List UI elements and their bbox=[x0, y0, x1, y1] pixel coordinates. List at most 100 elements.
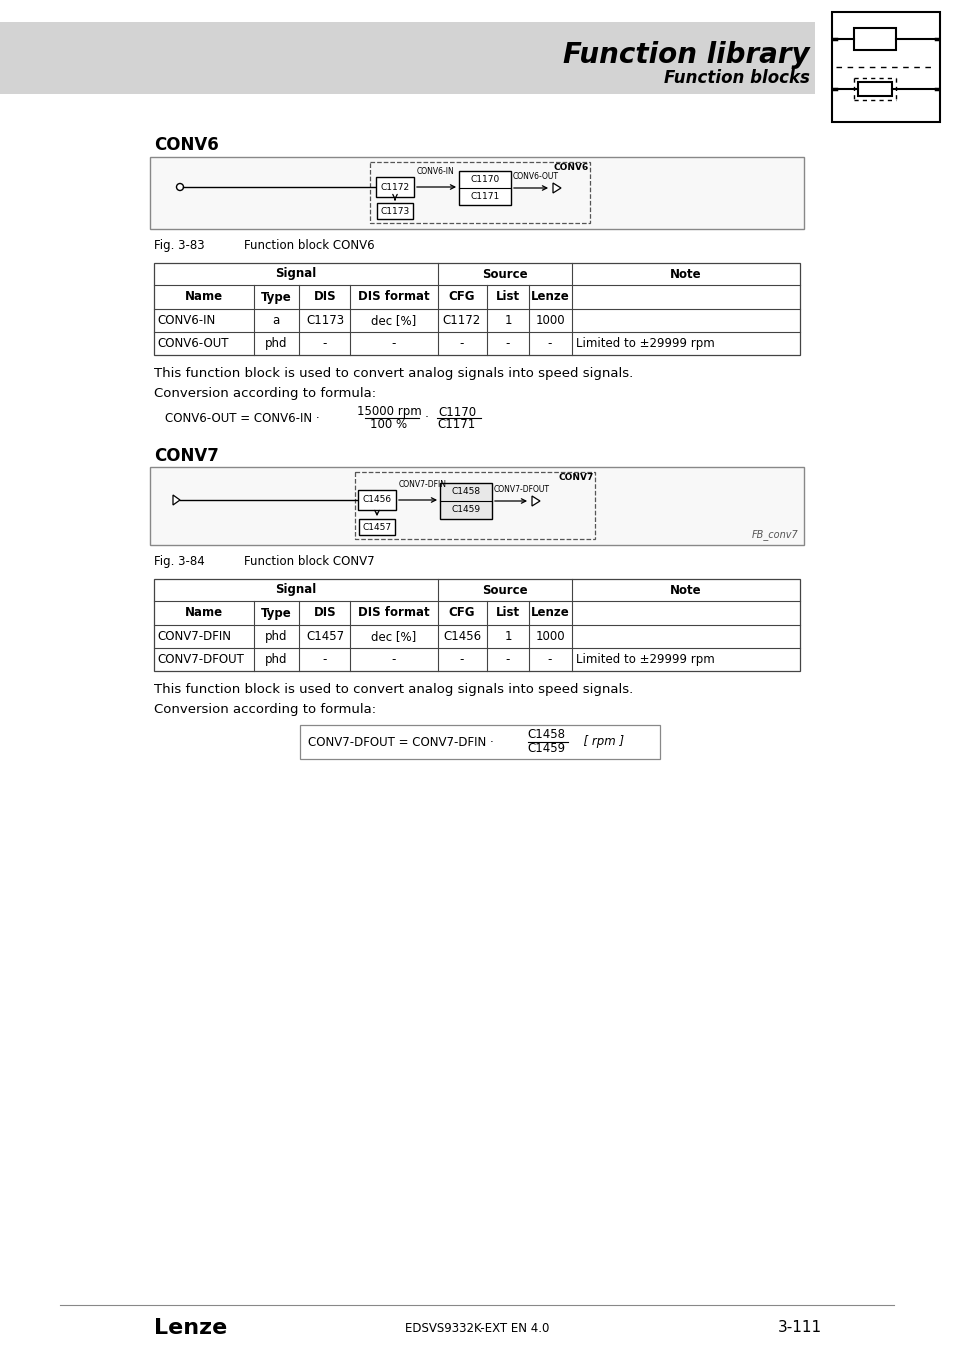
Text: 1: 1 bbox=[504, 315, 511, 327]
Text: Signal: Signal bbox=[275, 267, 316, 281]
Text: EDSVS9332K-EXT EN 4.0: EDSVS9332K-EXT EN 4.0 bbox=[404, 1322, 549, 1335]
Text: Note: Note bbox=[670, 267, 701, 281]
Text: C1457: C1457 bbox=[306, 630, 344, 643]
Bar bbox=[358, 518, 395, 535]
Text: -: - bbox=[322, 653, 327, 666]
Text: Function block CONV7: Function block CONV7 bbox=[244, 555, 375, 568]
Bar bbox=[857, 82, 891, 96]
Text: CONV6-IN: CONV6-IN bbox=[416, 167, 455, 176]
Text: Type: Type bbox=[260, 606, 291, 620]
Bar bbox=[357, 490, 395, 510]
Text: -: - bbox=[322, 338, 327, 350]
Text: 15000 rpm: 15000 rpm bbox=[356, 405, 421, 418]
Text: 1000: 1000 bbox=[535, 630, 564, 643]
Text: Source: Source bbox=[481, 583, 527, 597]
Text: phd: phd bbox=[265, 338, 287, 350]
Text: CONV6-OUT: CONV6-OUT bbox=[513, 171, 558, 181]
Text: -: - bbox=[505, 338, 510, 350]
Bar bbox=[150, 157, 803, 230]
Bar bbox=[439, 483, 492, 518]
Text: 3-111: 3-111 bbox=[777, 1320, 821, 1335]
Text: CONV7-DFOUT: CONV7-DFOUT bbox=[494, 485, 550, 494]
Text: -: - bbox=[459, 338, 464, 350]
Text: Name: Name bbox=[185, 290, 223, 304]
Polygon shape bbox=[532, 495, 539, 506]
Bar bbox=[153, 579, 800, 671]
Polygon shape bbox=[553, 184, 560, 193]
Text: [ rpm ]: [ rpm ] bbox=[576, 736, 623, 748]
Text: CONV6: CONV6 bbox=[553, 163, 588, 171]
Bar bbox=[355, 472, 595, 539]
Text: C1171: C1171 bbox=[437, 418, 476, 432]
Text: DIS format: DIS format bbox=[357, 606, 430, 620]
Text: C1457: C1457 bbox=[362, 522, 391, 532]
Text: CONV7-DFOUT = CONV7-DFIN ·: CONV7-DFOUT = CONV7-DFIN · bbox=[308, 736, 494, 748]
Bar bbox=[376, 202, 413, 219]
Text: 1000: 1000 bbox=[535, 315, 564, 327]
Text: Lenze: Lenze bbox=[530, 606, 569, 620]
Text: C1172: C1172 bbox=[442, 315, 480, 327]
Text: C1458: C1458 bbox=[526, 729, 564, 741]
Text: This function block is used to convert analog signals into speed signals.: This function block is used to convert a… bbox=[153, 683, 633, 697]
Text: Limited to ±29999 rpm: Limited to ±29999 rpm bbox=[576, 653, 714, 666]
Text: Lenze: Lenze bbox=[153, 1318, 227, 1338]
Bar bbox=[153, 263, 800, 355]
Text: -: - bbox=[505, 653, 510, 666]
Text: Lenze: Lenze bbox=[530, 290, 569, 304]
Text: CONV7-DFIN: CONV7-DFIN bbox=[157, 630, 231, 643]
Text: Name: Name bbox=[185, 606, 223, 620]
Bar bbox=[0, 22, 814, 94]
Text: Fig. 3-84: Fig. 3-84 bbox=[153, 555, 205, 568]
Text: List: List bbox=[496, 606, 519, 620]
Text: C1172: C1172 bbox=[380, 182, 409, 192]
Text: 100 %: 100 % bbox=[370, 418, 407, 432]
Text: phd: phd bbox=[265, 653, 287, 666]
Text: dec [%]: dec [%] bbox=[371, 630, 416, 643]
Text: ·: · bbox=[424, 412, 429, 424]
Text: FB_conv7: FB_conv7 bbox=[750, 529, 797, 540]
Bar bbox=[853, 28, 895, 50]
Text: Note: Note bbox=[670, 583, 701, 597]
Text: Conversion according to formula:: Conversion according to formula: bbox=[153, 387, 375, 400]
Text: C1170: C1170 bbox=[437, 405, 476, 418]
Text: Function blocks: Function blocks bbox=[663, 69, 809, 86]
Text: -: - bbox=[392, 338, 395, 350]
Text: C1459: C1459 bbox=[526, 743, 564, 756]
Text: CONV7: CONV7 bbox=[153, 447, 218, 464]
Text: 1: 1 bbox=[504, 630, 511, 643]
Bar bbox=[458, 171, 511, 205]
Bar bbox=[375, 177, 414, 197]
Text: C1173: C1173 bbox=[380, 207, 409, 216]
Text: C1458: C1458 bbox=[451, 487, 480, 497]
Text: CONV6-IN: CONV6-IN bbox=[157, 315, 215, 327]
Text: C1173: C1173 bbox=[306, 315, 344, 327]
Text: CONV6-OUT: CONV6-OUT bbox=[157, 338, 229, 350]
Text: CONV7-DFIN: CONV7-DFIN bbox=[398, 481, 447, 489]
Text: a: a bbox=[273, 315, 279, 327]
Text: List: List bbox=[496, 290, 519, 304]
Bar bbox=[150, 467, 803, 545]
Text: -: - bbox=[547, 653, 552, 666]
Text: CONV6: CONV6 bbox=[153, 136, 218, 154]
Text: CFG: CFG bbox=[448, 606, 475, 620]
Text: C1170: C1170 bbox=[470, 176, 499, 184]
Text: Function library: Function library bbox=[563, 40, 809, 69]
Text: Fig. 3-83: Fig. 3-83 bbox=[153, 239, 204, 252]
Text: -: - bbox=[392, 653, 395, 666]
Text: C1456: C1456 bbox=[442, 630, 480, 643]
Text: -: - bbox=[547, 338, 552, 350]
Text: C1459: C1459 bbox=[451, 505, 480, 514]
Text: Type: Type bbox=[260, 290, 291, 304]
Bar bbox=[831, 12, 939, 122]
Text: dec [%]: dec [%] bbox=[371, 315, 416, 327]
Text: C1171: C1171 bbox=[470, 192, 499, 201]
Text: -: - bbox=[459, 653, 464, 666]
Text: CFG: CFG bbox=[448, 290, 475, 304]
Bar bbox=[370, 162, 589, 223]
Circle shape bbox=[176, 184, 183, 190]
Text: Source: Source bbox=[481, 267, 527, 281]
Text: Function block CONV6: Function block CONV6 bbox=[244, 239, 375, 252]
Text: DIS format: DIS format bbox=[357, 290, 430, 304]
Polygon shape bbox=[172, 495, 180, 505]
Text: C1456: C1456 bbox=[362, 495, 391, 505]
